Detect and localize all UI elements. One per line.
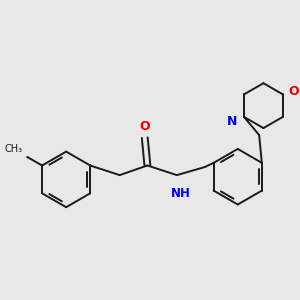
Text: O: O <box>140 120 150 134</box>
Text: N: N <box>227 115 238 128</box>
Text: NH: NH <box>171 187 191 200</box>
Text: CH₃: CH₃ <box>5 144 23 154</box>
Text: O: O <box>288 85 299 98</box>
